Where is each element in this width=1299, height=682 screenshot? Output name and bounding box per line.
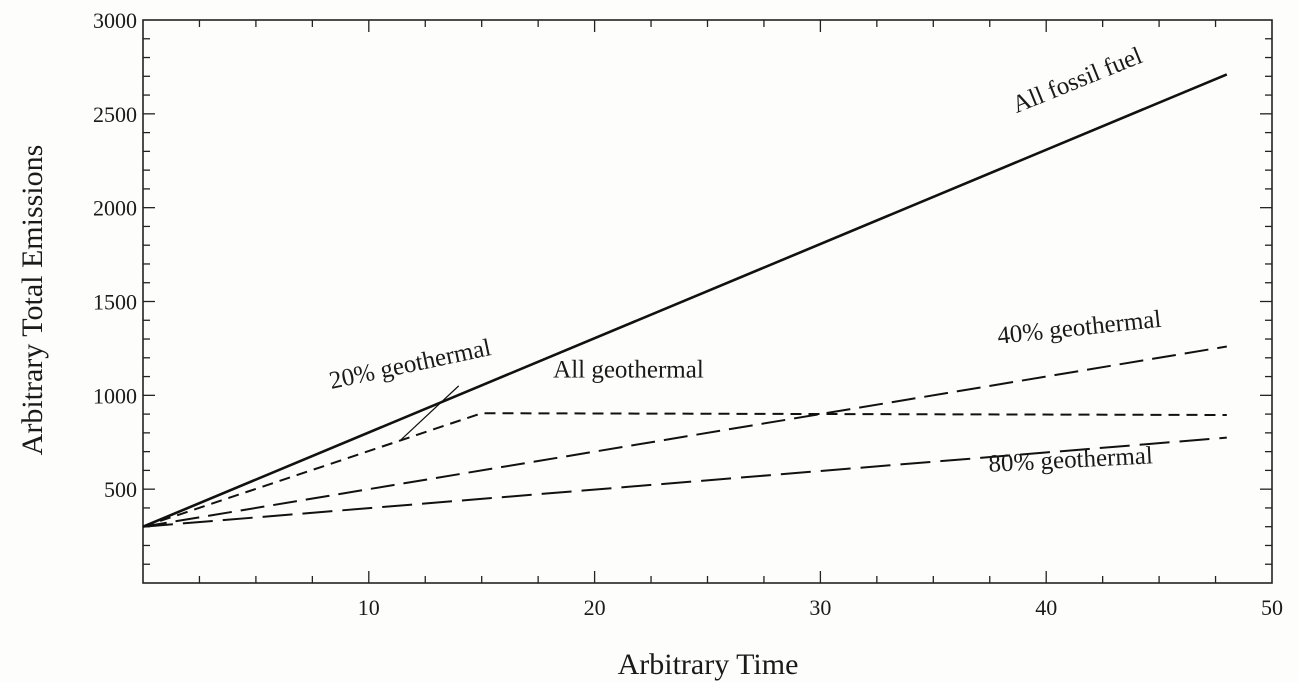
x-tick-label: 30: [809, 595, 831, 620]
y-tick-label: 3000: [93, 8, 137, 33]
y-tick-label: 1500: [93, 290, 137, 315]
x-tick-label: 40: [1035, 595, 1057, 620]
annotation-label: 20% geothermal: [327, 334, 494, 395]
y-tick-label: 2000: [93, 196, 137, 221]
y-tick-label: 1000: [93, 383, 137, 408]
y-axis-title: Arbitrary Total Emissions: [16, 145, 49, 456]
annotation-label: 40% geothermal: [996, 306, 1163, 350]
series-line: [142, 345, 1227, 528]
annotation-leader-line: [400, 385, 460, 441]
annotation-label: All geothermal: [553, 357, 704, 384]
series-line: [142, 73, 1228, 528]
x-tick-label: 20: [584, 595, 606, 620]
series-line: [142, 436, 1227, 528]
x-axis-title: Arbitrary Time: [618, 648, 799, 681]
series-line: [142, 412, 1227, 528]
annotations: All fossil fuel 20% geothermal All geother…: [327, 42, 1163, 478]
annotation-label: All fossil fuel: [1008, 42, 1146, 119]
annotation-label: 80% geothermal: [988, 442, 1154, 478]
series: [142, 73, 1228, 528]
y-tick-label: 2500: [93, 102, 137, 127]
x-tick-label: 10: [358, 595, 380, 620]
x-tick-label: 50: [1261, 595, 1283, 620]
y-tick-label: 500: [104, 477, 137, 502]
ticks: 10 20 30 40 50 500 1000 1500 2000 2500 3000: [93, 8, 1283, 620]
